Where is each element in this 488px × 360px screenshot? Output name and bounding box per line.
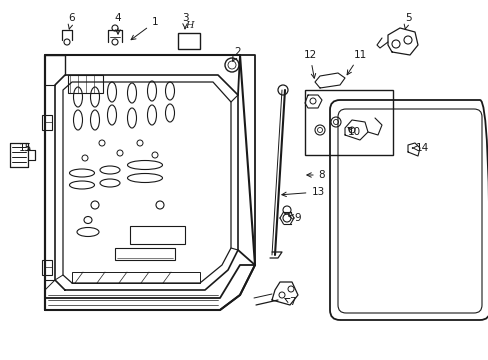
Text: 2: 2 xyxy=(232,47,241,61)
Text: 13: 13 xyxy=(281,187,324,197)
Text: 14: 14 xyxy=(412,143,428,153)
Text: 6: 6 xyxy=(68,13,75,29)
Text: 8: 8 xyxy=(306,170,325,180)
Text: 15: 15 xyxy=(19,143,32,153)
Text: H: H xyxy=(184,21,193,30)
Text: 3: 3 xyxy=(182,13,188,29)
Text: 1: 1 xyxy=(131,17,158,40)
Bar xyxy=(42,115,52,130)
Bar xyxy=(305,90,392,155)
Text: 11: 11 xyxy=(346,50,366,75)
Bar xyxy=(130,226,184,244)
Bar xyxy=(178,33,200,49)
Text: 5: 5 xyxy=(404,13,410,29)
Text: 4: 4 xyxy=(115,13,121,34)
Bar xyxy=(42,260,52,275)
Bar xyxy=(115,248,175,260)
Text: 10: 10 xyxy=(347,127,360,137)
Text: 7: 7 xyxy=(285,297,295,307)
Bar xyxy=(72,272,200,283)
Text: 12: 12 xyxy=(303,50,316,78)
Bar xyxy=(68,75,103,93)
Text: 9: 9 xyxy=(288,213,301,223)
